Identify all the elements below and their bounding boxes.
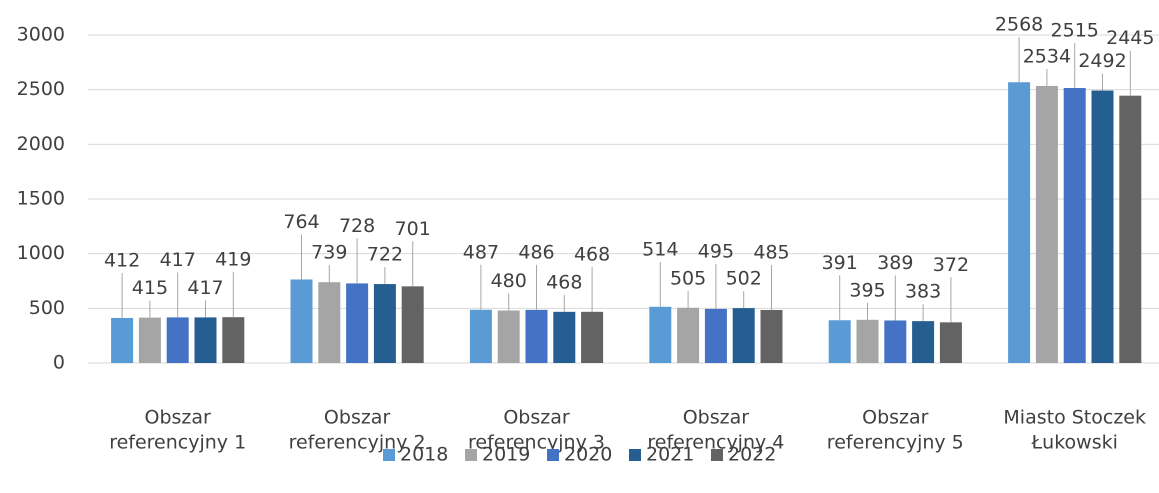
x-tick-label: referencyjny 2 bbox=[289, 432, 426, 454]
data-label: 495 bbox=[698, 240, 734, 262]
bar bbox=[1063, 88, 1086, 363]
data-label: 383 bbox=[905, 281, 941, 303]
bar bbox=[373, 284, 396, 363]
bar bbox=[1091, 90, 1114, 364]
data-label: 419 bbox=[215, 249, 251, 271]
data-label: 722 bbox=[367, 244, 403, 266]
bar bbox=[469, 309, 492, 363]
legend-label: 2021 bbox=[646, 444, 694, 466]
data-label: 2445 bbox=[1106, 27, 1154, 49]
data-label: 372 bbox=[933, 254, 969, 276]
data-label: 764 bbox=[283, 211, 319, 233]
x-tick-label: Obszar bbox=[503, 407, 570, 429]
data-label: 468 bbox=[574, 243, 610, 265]
bar bbox=[581, 311, 604, 363]
data-label: 486 bbox=[518, 241, 554, 263]
bar bbox=[222, 317, 245, 363]
bar bbox=[828, 320, 851, 363]
data-label: 728 bbox=[339, 215, 375, 237]
data-label: 412 bbox=[104, 249, 140, 271]
legend-swatch bbox=[465, 449, 477, 461]
data-label: 505 bbox=[670, 267, 706, 289]
legend-label: 2019 bbox=[482, 444, 530, 466]
bar bbox=[1119, 95, 1142, 364]
data-label: 468 bbox=[546, 271, 582, 293]
x-tick-label: Obszar bbox=[862, 407, 929, 429]
bar bbox=[677, 307, 700, 363]
y-tick-label: 3000 bbox=[17, 24, 65, 46]
bar bbox=[732, 308, 755, 363]
legend-label: 2020 bbox=[564, 444, 612, 466]
x-tick-label: Obszar bbox=[145, 407, 212, 429]
y-tick-label: 500 bbox=[29, 297, 65, 319]
bar bbox=[111, 317, 134, 363]
bar bbox=[649, 306, 672, 363]
x-tick-label: Łukowski bbox=[1031, 432, 1118, 454]
legend-swatch bbox=[383, 449, 395, 461]
bar bbox=[346, 283, 369, 363]
x-tick-label: Obszar bbox=[683, 407, 750, 429]
data-label: 2534 bbox=[1023, 45, 1071, 67]
data-label: 395 bbox=[849, 279, 885, 301]
x-tick-label: referencyjny 1 bbox=[109, 432, 246, 454]
bar bbox=[884, 320, 907, 363]
bar bbox=[760, 309, 783, 363]
data-label: 739 bbox=[311, 242, 347, 264]
bar bbox=[939, 322, 962, 363]
x-tick-label: referencyjny 3 bbox=[468, 432, 605, 454]
data-label: 2515 bbox=[1051, 20, 1099, 42]
y-tick-label: 0 bbox=[53, 352, 65, 374]
legend-swatch bbox=[711, 449, 723, 461]
bar bbox=[290, 279, 313, 363]
data-label: 417 bbox=[160, 249, 196, 271]
legend-label: 2018 bbox=[400, 444, 448, 466]
bar bbox=[856, 319, 879, 363]
bar bbox=[553, 311, 576, 363]
bar bbox=[401, 286, 424, 363]
y-tick-label: 2500 bbox=[17, 78, 65, 100]
data-label: 389 bbox=[877, 252, 913, 274]
bar bbox=[138, 317, 161, 363]
legend-swatch bbox=[629, 449, 641, 461]
legend-label: 2022 bbox=[728, 444, 776, 466]
x-tick-label: Obszar bbox=[324, 407, 391, 429]
bar bbox=[912, 321, 935, 363]
bar bbox=[1035, 85, 1058, 363]
data-label: 487 bbox=[463, 241, 499, 263]
data-label: 417 bbox=[187, 277, 223, 299]
x-tick-label: referencyjny 4 bbox=[647, 432, 784, 454]
bar bbox=[318, 282, 341, 363]
y-tick-label: 1000 bbox=[17, 242, 65, 264]
bar bbox=[1008, 82, 1031, 364]
data-label: 701 bbox=[395, 218, 431, 240]
data-label: 2492 bbox=[1078, 50, 1126, 72]
data-label: 480 bbox=[491, 270, 527, 292]
x-tick-label: referencyjny 5 bbox=[827, 432, 964, 454]
data-label: 391 bbox=[822, 252, 858, 274]
x-tick-label: Miasto Stoczek bbox=[1003, 407, 1146, 429]
bar bbox=[525, 309, 548, 363]
data-label: 2568 bbox=[995, 14, 1043, 36]
data-label: 502 bbox=[726, 268, 762, 290]
bar bbox=[166, 317, 189, 363]
data-label: 485 bbox=[753, 241, 789, 263]
bar bbox=[704, 308, 727, 363]
y-tick-label: 2000 bbox=[17, 133, 65, 155]
data-label: 415 bbox=[132, 277, 168, 299]
bar bbox=[194, 317, 217, 363]
legend-swatch bbox=[547, 449, 559, 461]
y-tick-label: 1500 bbox=[17, 188, 65, 210]
bar bbox=[497, 310, 520, 363]
data-label: 514 bbox=[642, 238, 678, 260]
